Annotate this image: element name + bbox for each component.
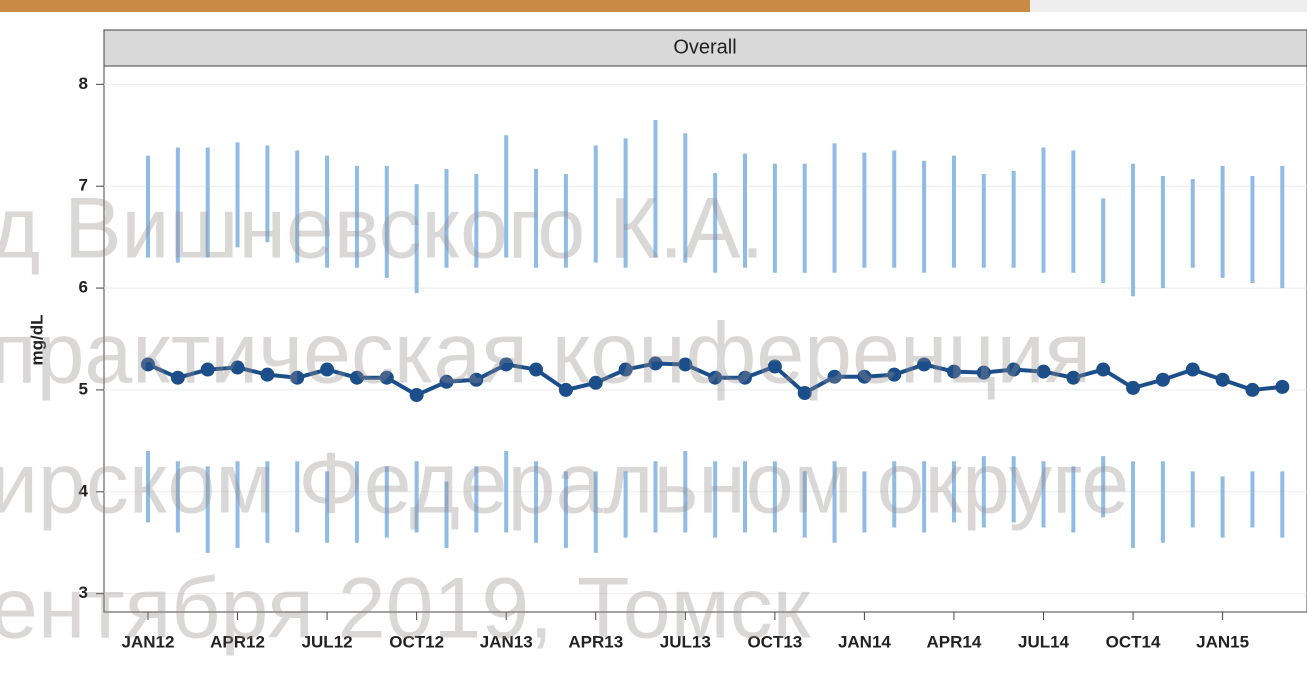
mean-point <box>738 370 752 385</box>
mean-point <box>976 365 991 380</box>
mean-point <box>200 362 215 377</box>
mean-point <box>887 367 902 382</box>
watermark-text: практическая конференция <box>0 306 1091 402</box>
mean-point <box>1036 364 1051 379</box>
y-tick-label: 3 <box>79 583 88 602</box>
mean-point <box>767 359 782 374</box>
x-tick-label: JUL13 <box>660 632 711 651</box>
x-tick-label: APR13 <box>568 632 623 651</box>
mean-point <box>529 362 544 377</box>
mean-point <box>409 388 424 403</box>
marks: 3 4 5 6 7 8 JAN12 APR12 JUL12 OCT12 JAN13 APR13 JUL1… <box>79 74 1307 651</box>
y-tick-label: 4 <box>79 481 89 500</box>
y-tick-label: 6 <box>79 278 88 297</box>
watermark-text: ирском Федеральном округе <box>0 436 1129 532</box>
mean-point <box>946 364 961 379</box>
mean-point <box>469 372 484 387</box>
mean-point <box>170 370 185 385</box>
watermark-text: д Вишневского К.А. <box>0 181 764 277</box>
mean-point <box>1066 370 1081 385</box>
mean-point <box>708 370 723 385</box>
y-tick-label: 7 <box>79 176 88 195</box>
watermark: д Вишневского К.А. практическая конференц… <box>0 181 1129 657</box>
mean-point <box>260 367 275 382</box>
x-tick-label: APR12 <box>210 632 265 651</box>
mean-point <box>290 370 305 385</box>
mean-point <box>648 356 663 371</box>
x-tick-label: OCT12 <box>389 632 444 651</box>
x-tick-label: JUL14 <box>1018 632 1070 651</box>
plot-frame <box>103 65 1307 613</box>
mean-point <box>320 362 335 377</box>
x-tick-label: APR14 <box>927 632 982 651</box>
x-tick-label: OCT13 <box>747 632 802 651</box>
mean-point <box>1155 372 1170 387</box>
mean-point <box>917 357 932 372</box>
y-tick-label: 5 <box>79 379 88 398</box>
background-panel <box>1030 0 1307 12</box>
mean-point <box>499 357 514 372</box>
mean-point <box>1245 382 1260 397</box>
mean-point <box>439 374 454 389</box>
x-tick-label: JAN13 <box>480 632 533 651</box>
mean-point <box>1126 380 1141 395</box>
mean-point <box>230 360 245 375</box>
mean-point <box>1096 362 1111 377</box>
x-tick-label: JAN14 <box>838 632 891 651</box>
watermark-text: ентября 2019, Томск <box>0 561 812 657</box>
mean-point <box>1275 379 1290 394</box>
mean-point <box>1006 362 1021 377</box>
y-tick-label: 8 <box>79 74 88 93</box>
mean-point <box>857 369 872 384</box>
mean-point <box>827 369 842 384</box>
mean-point <box>349 370 364 385</box>
mean-point <box>379 370 394 385</box>
background-strip <box>0 0 1030 12</box>
x-tick-label: JAN12 <box>122 632 175 651</box>
mean-point <box>1215 372 1230 387</box>
mean-point <box>558 382 573 397</box>
x-tick-label: JUL12 <box>302 632 353 651</box>
panel-title: Overall <box>673 36 736 58</box>
panel-header <box>103 29 1307 67</box>
mean-point <box>588 375 603 390</box>
mean-point <box>678 357 693 372</box>
x-tick-label: OCT14 <box>1106 632 1161 651</box>
mean-point <box>1185 362 1200 377</box>
mean-point <box>797 385 812 400</box>
y-axis-label: mg/dL <box>27 315 46 366</box>
mean-point <box>141 357 155 372</box>
x-tick-label: JAN15 <box>1196 632 1249 651</box>
mean-point <box>618 362 633 377</box>
